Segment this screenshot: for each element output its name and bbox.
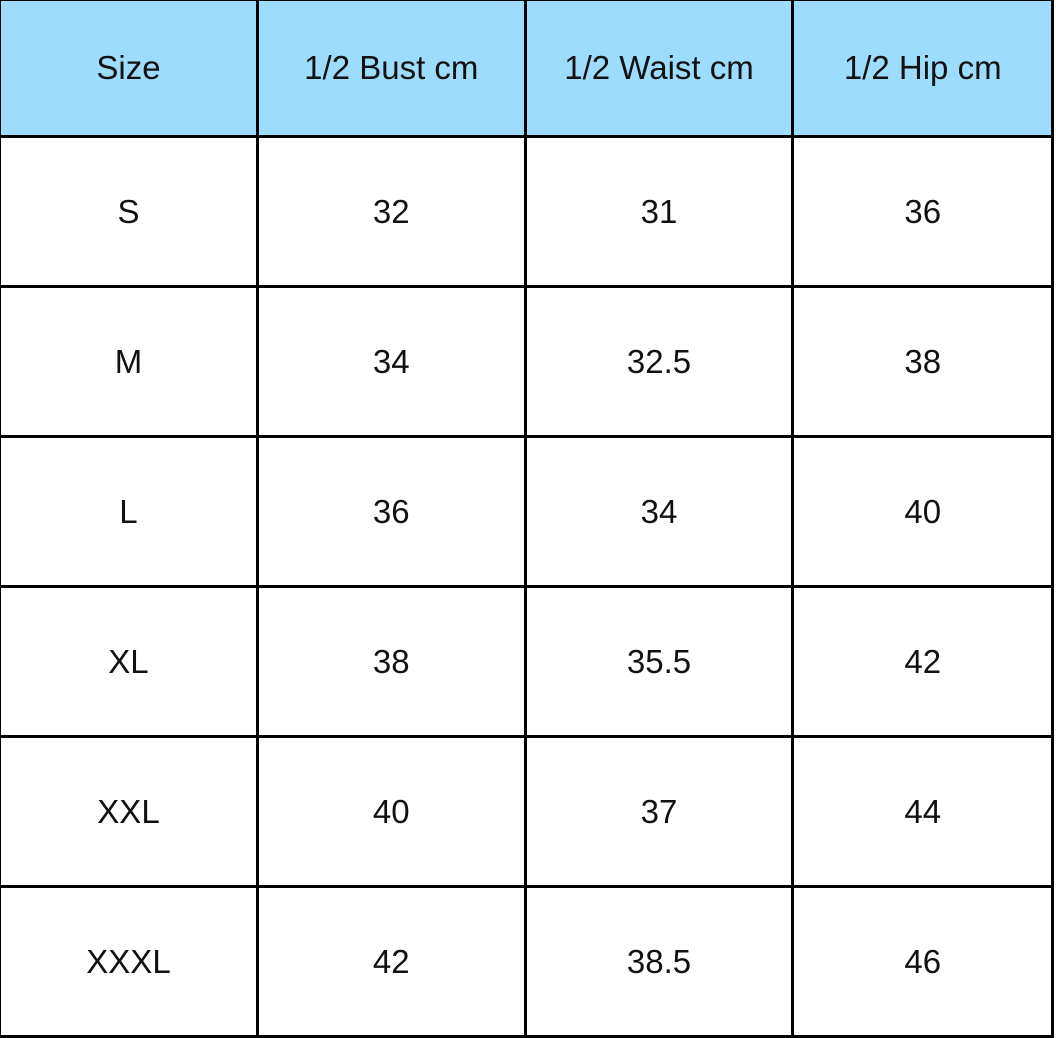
- cell-size: XXXL: [0, 885, 259, 1038]
- cell-hip: 42: [791, 585, 1054, 738]
- cell-hip: 44: [791, 735, 1054, 888]
- cell-waist: 31: [523, 135, 795, 288]
- table-row: XL 38 35.5 42: [0, 585, 1054, 738]
- cell-bust: 36: [255, 435, 527, 588]
- header-hip: 1/2 Hip cm: [791, 0, 1054, 138]
- cell-size: L: [0, 435, 259, 588]
- cell-waist: 38.5: [523, 885, 795, 1038]
- table-row: L 36 34 40: [0, 435, 1054, 588]
- header-row: Size 1/2 Bust cm 1/2 Waist cm 1/2 Hip cm: [0, 0, 1054, 138]
- table-row: XXXL 42 38.5 46: [0, 885, 1054, 1038]
- cell-size: M: [0, 285, 259, 438]
- cell-bust: 38: [255, 585, 527, 738]
- cell-bust: 32: [255, 135, 527, 288]
- cell-hip: 40: [791, 435, 1054, 588]
- cell-size: XL: [0, 585, 259, 738]
- cell-waist: 37: [523, 735, 795, 888]
- cell-hip: 38: [791, 285, 1054, 438]
- cell-bust: 42: [255, 885, 527, 1038]
- header-bust: 1/2 Bust cm: [255, 0, 527, 138]
- cell-hip: 36: [791, 135, 1054, 288]
- cell-waist: 32.5: [523, 285, 795, 438]
- table-row: M 34 32.5 38: [0, 285, 1054, 438]
- cell-hip: 46: [791, 885, 1054, 1038]
- cell-bust: 40: [255, 735, 527, 888]
- cell-waist: 35.5: [523, 585, 795, 738]
- table-row: XXL 40 37 44: [0, 735, 1054, 888]
- cell-bust: 34: [255, 285, 527, 438]
- table-row: S 32 31 36: [0, 135, 1054, 288]
- header-size: Size: [0, 0, 259, 138]
- cell-size: S: [0, 135, 259, 288]
- cell-size: XXL: [0, 735, 259, 888]
- header-waist: 1/2 Waist cm: [523, 0, 795, 138]
- cell-waist: 34: [523, 435, 795, 588]
